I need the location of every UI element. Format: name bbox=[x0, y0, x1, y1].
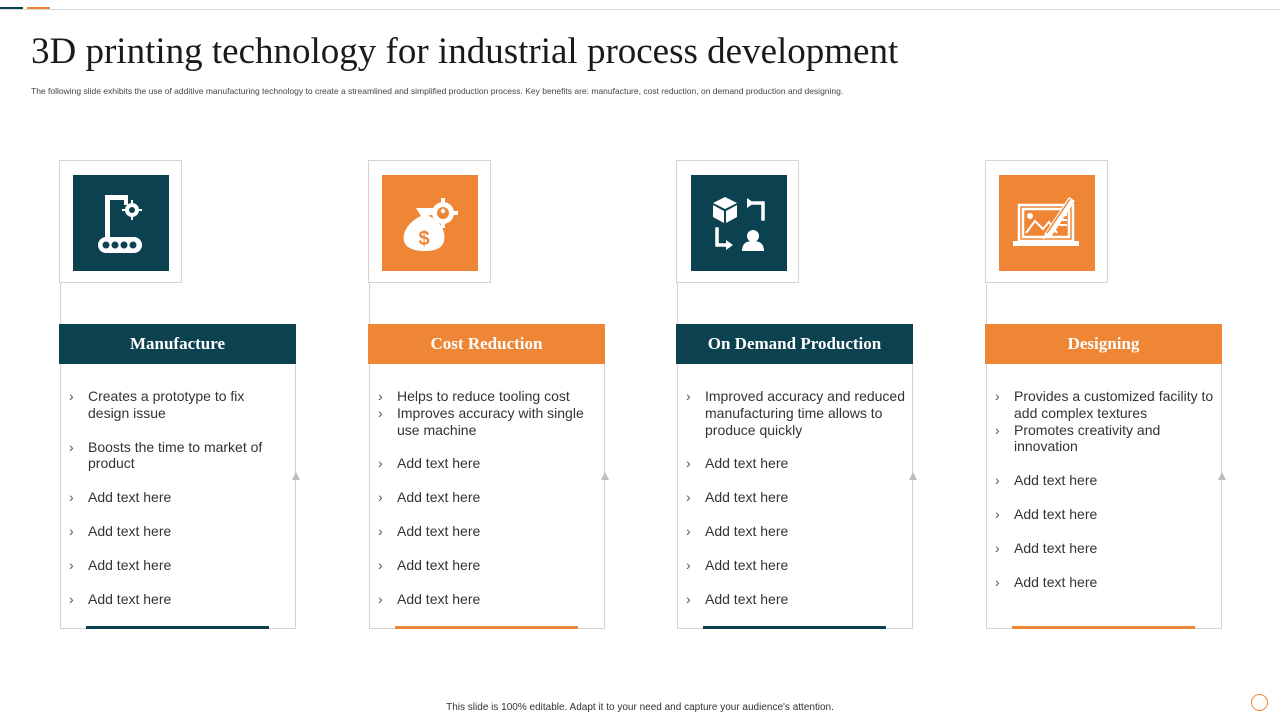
card-header-designing: Designing bbox=[985, 324, 1222, 364]
card-header-manufacture: Manufacture bbox=[59, 324, 296, 364]
arrow-up-icon bbox=[601, 472, 609, 480]
footer-note: This slide is 100% editable. Adapt it to… bbox=[446, 702, 834, 713]
list-item: Improved accuracy and reduced manufactur… bbox=[686, 388, 906, 438]
list-item: Add text here bbox=[686, 523, 906, 540]
list-item: Add text here bbox=[378, 523, 598, 540]
list-item: Add text here bbox=[69, 523, 289, 540]
icon-frame bbox=[59, 160, 182, 283]
card-designing: Designing Provides a customized facility… bbox=[985, 160, 1226, 630]
list-item: Helps to reduce tooling cost bbox=[378, 388, 598, 405]
list-item: Boosts the time to market of product bbox=[69, 439, 289, 473]
page-title: 3D printing technology for industrial pr… bbox=[31, 31, 899, 72]
card-bottom-bar bbox=[1012, 626, 1195, 629]
card-on-demand-production: On Demand Production Improved accuracy a… bbox=[676, 160, 917, 630]
box-arrows-user-icon bbox=[691, 175, 787, 271]
top-accent-orange bbox=[27, 7, 50, 10]
robotic-arm-conveyor-icon bbox=[73, 175, 169, 271]
card-manufacture: Manufacture Creates a prototype to fix d… bbox=[59, 160, 300, 630]
list-item: Add text here bbox=[686, 591, 906, 608]
list-item: Add text here bbox=[378, 557, 598, 574]
list-item: Add text here bbox=[69, 557, 289, 574]
card-bottom-bar bbox=[395, 626, 578, 629]
list-item: Improves accuracy with single use machin… bbox=[378, 405, 598, 439]
arrow-line bbox=[604, 480, 605, 629]
list-item: Add text here bbox=[995, 574, 1215, 591]
icon-frame: $ bbox=[368, 160, 491, 283]
list-item: Add text here bbox=[686, 557, 906, 574]
list-item: Promotes creativity and innovation bbox=[995, 422, 1215, 456]
arrow-up-icon bbox=[1218, 472, 1226, 480]
list-item: Provides a customized facility to add co… bbox=[995, 388, 1215, 422]
card-cost-reduction: $ Cost Reduction Helps to reduce tooling… bbox=[368, 160, 609, 630]
list-item: Add text here bbox=[69, 591, 289, 608]
card-list: Creates a prototype to fix design issue … bbox=[69, 388, 289, 607]
list-item: Add text here bbox=[995, 506, 1215, 523]
list-item: Add text here bbox=[686, 489, 906, 506]
list-item: Add text here bbox=[686, 455, 906, 472]
laptop-design-icon bbox=[999, 175, 1095, 271]
list-item: Creates a prototype to fix design issue bbox=[69, 388, 289, 422]
arrow-line bbox=[1221, 480, 1222, 629]
arrow-up-icon bbox=[292, 472, 300, 480]
list-item: Add text here bbox=[995, 540, 1215, 557]
list-item: Add text here bbox=[378, 489, 598, 506]
money-bag-gear-icon: $ bbox=[382, 175, 478, 271]
card-bottom-bar bbox=[86, 626, 269, 629]
arrow-up-icon bbox=[909, 472, 917, 480]
top-rule bbox=[0, 9, 1280, 10]
circle-icon bbox=[1251, 694, 1268, 711]
card-list: Improved accuracy and reduced manufactur… bbox=[686, 388, 906, 607]
card-header-cost-reduction: Cost Reduction bbox=[368, 324, 605, 364]
list-item: Add text here bbox=[378, 455, 598, 472]
card-list: Provides a customized facility to add co… bbox=[995, 388, 1215, 590]
arrow-line bbox=[912, 480, 913, 629]
list-item: Add text here bbox=[378, 591, 598, 608]
top-accent-dark bbox=[0, 7, 23, 10]
arrow-line bbox=[295, 480, 296, 629]
page-subtitle: The following slide exhibits the use of … bbox=[31, 86, 844, 96]
list-item: Add text here bbox=[995, 472, 1215, 489]
icon-frame bbox=[985, 160, 1108, 283]
card-header-on-demand-production: On Demand Production bbox=[676, 324, 913, 364]
svg-text:$: $ bbox=[418, 228, 429, 250]
icon-frame bbox=[676, 160, 799, 283]
card-list: Helps to reduce tooling cost Improves ac… bbox=[378, 388, 598, 607]
list-item: Add text here bbox=[69, 489, 289, 506]
card-bottom-bar bbox=[703, 626, 886, 629]
